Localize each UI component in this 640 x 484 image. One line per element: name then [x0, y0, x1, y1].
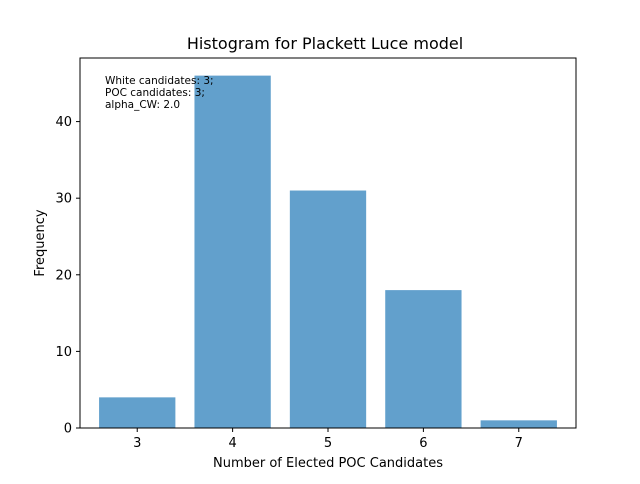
chart-title: Histogram for Plackett Luce model [187, 34, 463, 53]
x-tick-label-4: 4 [228, 436, 236, 451]
x-tick-label-6: 6 [419, 436, 427, 451]
y-tick-label-40: 40 [55, 115, 72, 130]
x-axis-label: Number of Elected POC Candidates [213, 456, 443, 471]
x-tick-label-7: 7 [515, 436, 523, 451]
bar-5 [289, 190, 367, 428]
y-tick-label-0: 0 [64, 422, 72, 437]
annotation-line-1: White candidates: 3; [105, 75, 214, 87]
y-tick-label-20: 20 [55, 268, 72, 283]
y-axis-label: Frequency [33, 209, 48, 276]
annotation-line-3: alpha_CW: 2.0 [105, 99, 180, 111]
annotation-line-2: POC candidates: 3; [105, 87, 205, 99]
y-axis-ticks: 0 10 20 30 40 [55, 115, 80, 437]
y-tick-label-30: 30 [55, 192, 72, 207]
x-tick-label-5: 5 [324, 436, 332, 451]
bar-6 [385, 290, 462, 428]
parameter-annotation: White candidates: 3; POC candidates: 3; … [105, 75, 214, 111]
x-tick-label-3: 3 [133, 436, 141, 451]
bars-group [99, 75, 557, 428]
x-axis-ticks: 3 4 5 6 7 [133, 428, 523, 451]
y-tick-label-10: 10 [55, 345, 72, 360]
bar-4 [194, 75, 271, 428]
bar-3 [99, 397, 176, 428]
bar-7 [480, 420, 557, 428]
